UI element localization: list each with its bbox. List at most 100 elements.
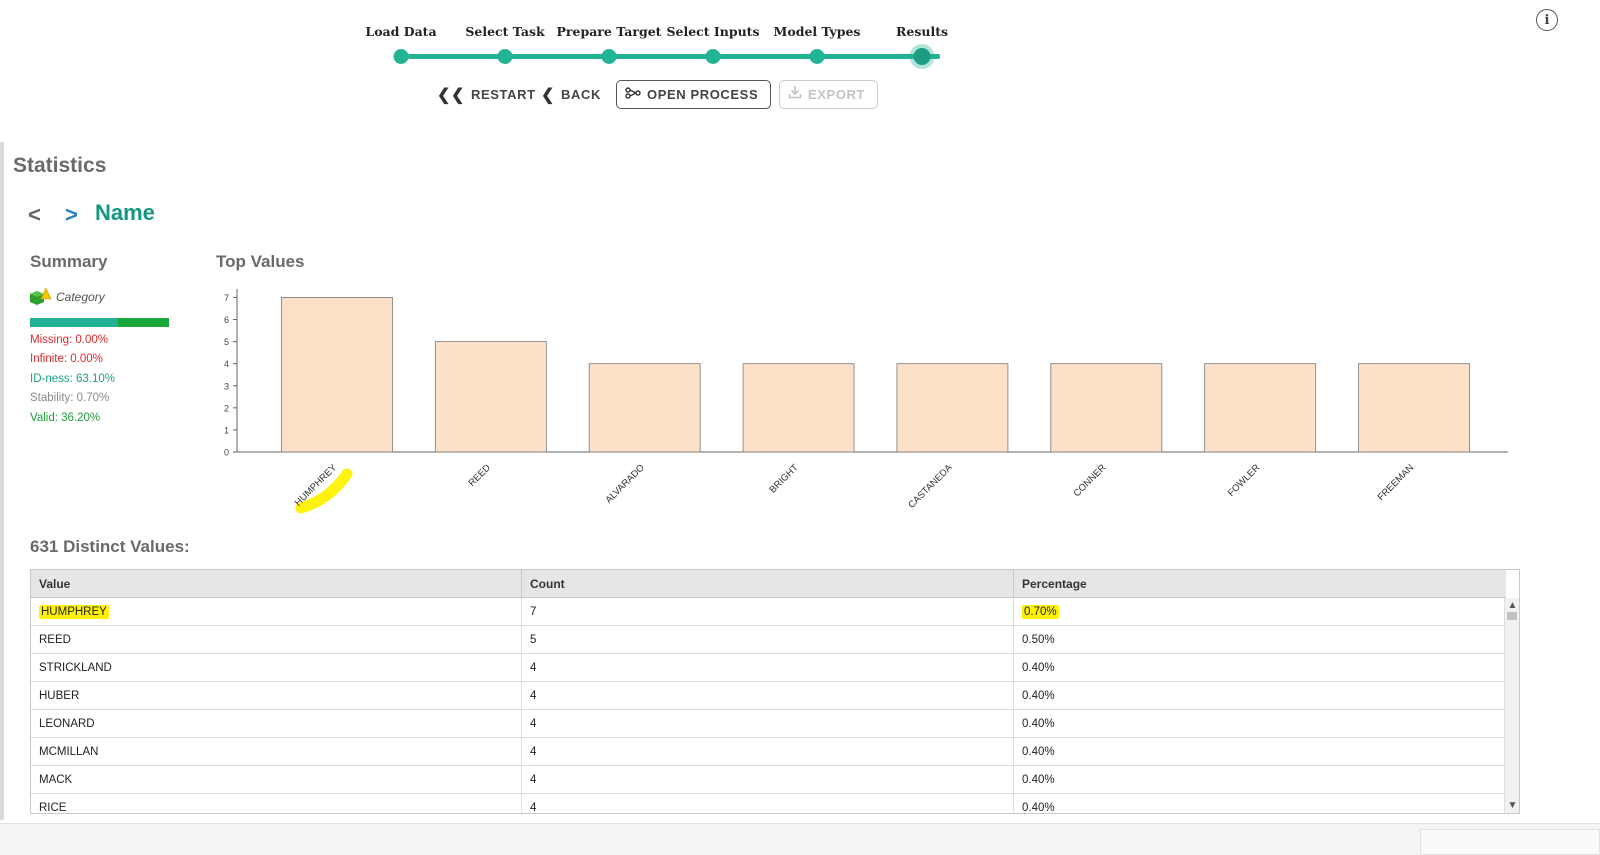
cell-percentage: 0.40% bbox=[1022, 774, 1055, 786]
cell-percentage: 0.50% bbox=[1022, 634, 1055, 646]
page-title: Statistics bbox=[13, 154, 107, 177]
y-tick-label: 1 bbox=[224, 425, 229, 435]
step-dot-model-types[interactable] bbox=[809, 49, 825, 64]
cell-value: HUMPHREY bbox=[31, 598, 522, 626]
export-button[interactable]: EXPORT bbox=[779, 80, 879, 109]
cell-count: 4 bbox=[522, 682, 1014, 710]
table-row[interactable]: HUBER 4 0.40% bbox=[31, 682, 1506, 710]
table-row[interactable]: STRICKLAND 4 0.40% bbox=[31, 654, 1506, 682]
step-dot-results[interactable] bbox=[913, 48, 931, 65]
attribute-type-label: Category bbox=[56, 290, 105, 304]
category-icon bbox=[30, 287, 52, 305]
cell-value: LEONARD bbox=[31, 710, 522, 738]
x-tick-label: BRIGHT bbox=[768, 462, 801, 495]
panel-left-border bbox=[0, 142, 4, 820]
bottom-status-bar bbox=[0, 823, 1600, 855]
chart-bar bbox=[588, 363, 701, 453]
x-tick-label: FOWLER bbox=[1226, 462, 1263, 499]
y-tick-label: 4 bbox=[224, 359, 229, 369]
chart-bars bbox=[281, 297, 1470, 453]
cell-percentage: 0.40% bbox=[1022, 662, 1055, 674]
process-wizard: Load Data Select Task Prepare Target Sel… bbox=[0, 0, 1600, 140]
attribute-name: Name bbox=[95, 200, 155, 225]
cell-count: 4 bbox=[522, 794, 1014, 813]
cell-percentage: 0.70% bbox=[1014, 598, 1506, 626]
bottom-tab[interactable] bbox=[1420, 829, 1600, 855]
step-dot-prepare-target[interactable] bbox=[601, 49, 617, 64]
cell-count: 4 bbox=[522, 738, 1014, 766]
stat-idness: ID-ness: 63.10% bbox=[30, 373, 116, 385]
step-label-select-task[interactable]: Select Task bbox=[465, 24, 545, 39]
top-values-title: Top Values bbox=[216, 252, 305, 271]
export-label: EXPORT bbox=[808, 87, 866, 102]
step-label-load-data[interactable]: Load Data bbox=[365, 24, 437, 39]
step-label-select-inputs[interactable]: Select Inputs bbox=[666, 24, 760, 39]
step-dot-load-data[interactable] bbox=[393, 49, 409, 64]
scroll-down-icon[interactable]: ▼ bbox=[1507, 800, 1518, 811]
column-header-count[interactable]: Count bbox=[522, 570, 1014, 598]
step-dot-select-task[interactable] bbox=[497, 49, 513, 64]
step-label-results[interactable]: Results bbox=[895, 24, 949, 39]
table-row[interactable]: HUMPHREY 7 0.70% bbox=[31, 598, 1506, 626]
table-body: HUMPHREY 7 0.70% REED 5 0.50% STRICKLAND… bbox=[31, 598, 1506, 813]
stat-valid: Valid: 36.20% bbox=[30, 412, 101, 424]
chart-x-labels: HUMPHREY REED ALVARADO BRIGHT CASTANEDA CONNE… bbox=[293, 462, 1417, 514]
cell-value: MCMILLAN bbox=[31, 738, 522, 766]
back-button[interactable]: ❮ BACK bbox=[541, 80, 601, 109]
chevron-left-icon: ❮ bbox=[541, 86, 556, 104]
restart-button[interactable]: ❮❮ RESTART bbox=[437, 80, 536, 109]
column-header-value[interactable]: Value bbox=[31, 570, 522, 598]
stat-missing: Missing: 0.00% bbox=[30, 334, 108, 346]
x-tick-label: ALVARADO bbox=[603, 462, 646, 505]
chart-bar bbox=[1050, 363, 1163, 453]
table-row[interactable]: REED 5 0.50% bbox=[31, 626, 1506, 654]
y-tick-label: 6 bbox=[224, 315, 229, 325]
cell-count: 4 bbox=[522, 654, 1014, 682]
step-dot-select-inputs[interactable] bbox=[705, 49, 721, 64]
x-tick-label: FREEMAN bbox=[1376, 462, 1417, 503]
cell-percentage: 0.40% bbox=[1022, 690, 1055, 702]
cell-percentage: 0.40% bbox=[1022, 746, 1055, 758]
previous-attribute-icon[interactable]: < bbox=[28, 202, 41, 227]
cell-percentage: 0.40% bbox=[1022, 718, 1055, 730]
column-header-percentage[interactable]: Percentage bbox=[1022, 577, 1087, 591]
y-tick-label: 2 bbox=[224, 403, 229, 413]
quality-bar-idness bbox=[30, 318, 119, 327]
open-process-label: OPEN PROCESS bbox=[647, 87, 759, 102]
table-row[interactable]: LEONARD 4 0.40% bbox=[31, 710, 1506, 738]
table-row[interactable]: MCMILLAN 4 0.40% bbox=[31, 738, 1506, 766]
cell-value: REED bbox=[31, 626, 522, 654]
restart-label: RESTART bbox=[471, 87, 536, 102]
x-tick-label: REED bbox=[466, 462, 493, 489]
next-attribute-icon[interactable]: > bbox=[65, 202, 78, 227]
wizard-progress-line bbox=[408, 54, 940, 59]
chart-bar bbox=[1204, 363, 1317, 453]
chart-bar bbox=[1358, 363, 1470, 453]
table-row[interactable]: RICE 4 0.40% bbox=[31, 794, 1506, 813]
x-tick-label: CONNER bbox=[1072, 462, 1109, 499]
process-icon bbox=[625, 86, 641, 104]
cell-value: STRICKLAND bbox=[31, 654, 522, 682]
scroll-up-icon[interactable]: ▲ bbox=[1507, 600, 1518, 611]
chart-bar bbox=[281, 297, 393, 453]
open-process-button[interactable]: OPEN PROCESS bbox=[616, 80, 772, 109]
y-tick-label: 0 bbox=[224, 448, 229, 458]
distinct-values-title: 631 Distinct Values: bbox=[30, 537, 190, 556]
cell-count: 4 bbox=[522, 710, 1014, 738]
step-label-prepare-target[interactable]: Prepare Target bbox=[556, 24, 662, 39]
cell-count: 5 bbox=[522, 626, 1014, 654]
chart-bar bbox=[742, 363, 855, 453]
step-label-model-types[interactable]: Model Types bbox=[773, 24, 861, 39]
chart-bar bbox=[434, 341, 547, 453]
table-scrollbar[interactable]: ▲ ▼ bbox=[1504, 598, 1519, 813]
info-icon[interactable]: i bbox=[1536, 9, 1558, 31]
quality-bar bbox=[30, 318, 169, 327]
cell-value: HUBER bbox=[31, 682, 522, 710]
table-row[interactable]: MACK 4 0.40% bbox=[31, 766, 1506, 794]
highlighted-text: HUMPHREY bbox=[39, 605, 109, 619]
stat-stability: Stability: 0.70% bbox=[30, 392, 110, 404]
table-header: Value Count Percentage bbox=[31, 570, 1506, 598]
distinct-values-table: Value Count Percentage HUMPHREY 7 0.70% … bbox=[30, 569, 1520, 814]
chart-bar bbox=[896, 363, 1009, 453]
scroll-thumb[interactable] bbox=[1507, 612, 1517, 620]
